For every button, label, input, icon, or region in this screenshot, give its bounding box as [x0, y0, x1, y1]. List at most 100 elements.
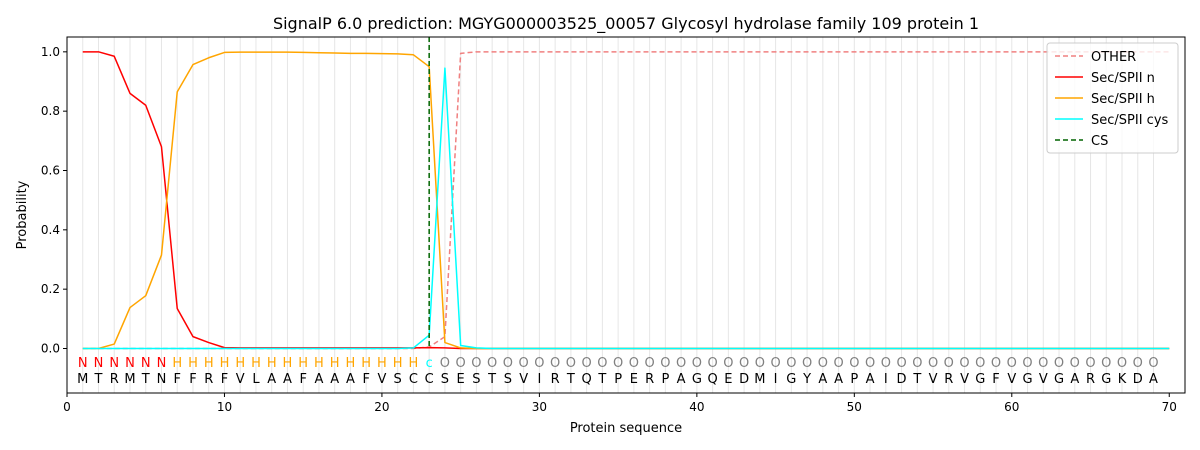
region-label: H: [283, 356, 293, 371]
series-lines: [82, 37, 1170, 350]
region-label: N: [78, 356, 88, 371]
residue-letter: R: [944, 372, 953, 387]
residue-letter: G: [786, 372, 796, 387]
residue-letter: T: [487, 372, 496, 387]
region-label: O: [1038, 356, 1048, 371]
residue-letter: G: [1022, 372, 1032, 387]
residue-letter: G: [692, 372, 702, 387]
residue-letter: C: [409, 372, 418, 387]
region-label: O: [723, 356, 733, 371]
region-label: O: [849, 356, 859, 371]
region-label: O: [692, 356, 702, 371]
region-label: H: [267, 356, 277, 371]
residue-letter: F: [173, 372, 180, 387]
x-tick-label: 10: [217, 400, 232, 414]
region-label: H: [188, 356, 198, 371]
region-label: H: [409, 356, 419, 371]
residue-letter: N: [157, 372, 167, 387]
residue-letter: R: [645, 372, 654, 387]
region-label: O: [944, 356, 954, 371]
x-tick-label: 60: [1004, 400, 1019, 414]
residue-letter: A: [283, 372, 292, 387]
residue-letter: E: [630, 372, 638, 387]
residue-letter: R: [551, 372, 560, 387]
residue-letter: V: [1039, 372, 1048, 387]
region-label: O: [566, 356, 576, 371]
region-label: O: [959, 356, 969, 371]
residue-letter: A: [1149, 372, 1158, 387]
residue-letter: A: [866, 372, 875, 387]
y-tick-label: 0.4: [41, 223, 60, 237]
region-label: O: [597, 356, 607, 371]
region-label: O: [613, 356, 623, 371]
residue-letter: S: [394, 372, 402, 387]
residue-letter: L: [252, 372, 260, 387]
residue-letter: F: [221, 372, 228, 387]
region-label: O: [818, 356, 828, 371]
region-label: O: [1101, 356, 1111, 371]
x-tick-label: 20: [374, 400, 389, 414]
series-line-sec-spii-n: [82, 51, 1170, 350]
residue-letter: S: [441, 372, 449, 387]
legend-item-sec-spii-cys: Sec/SPII cys: [1055, 113, 1169, 128]
residue-letter: F: [362, 372, 369, 387]
residue-letter: Q: [582, 372, 592, 387]
residue-letter: A: [267, 372, 276, 387]
region-label: O: [519, 356, 529, 371]
x-tick-label: 50: [847, 400, 862, 414]
legend-label-sec-spii-cys: Sec/SPII cys: [1091, 113, 1169, 128]
series-line-sec-spii-h: [82, 51, 1170, 350]
y-tick-label: 0.6: [41, 164, 60, 178]
region-label: O: [582, 356, 592, 371]
chart-title: SignalP 6.0 prediction: MGYG000003525_00…: [273, 14, 979, 34]
residue-letter: P: [661, 372, 669, 387]
region-label: O: [833, 356, 843, 371]
y-tick-label: 1.0: [41, 45, 60, 59]
residue-letter: A: [677, 372, 686, 387]
residue-letter: P: [614, 372, 622, 387]
region-label: O: [975, 356, 985, 371]
residue-letter: M: [754, 372, 765, 387]
region-label: H: [330, 356, 340, 371]
residue-letter: V: [1007, 372, 1016, 387]
region-label: H: [251, 356, 261, 371]
residue-letter: D: [897, 372, 907, 387]
region-label: O: [534, 356, 544, 371]
region-label: O: [676, 356, 686, 371]
x-tick-label: 30: [532, 400, 547, 414]
axis-ticks: 0 10 20 30 40 50 60 70 0.0 0.2 0.4 0.6 0.8 1.0: [41, 45, 1177, 414]
residue-letter: D: [739, 372, 749, 387]
residue-letter: T: [94, 372, 103, 387]
region-label: O: [660, 356, 670, 371]
residue-letter: A: [314, 372, 323, 387]
region-label: O: [1148, 356, 1158, 371]
legend-label-sec-spii-n: Sec/SPII n: [1091, 71, 1155, 86]
residue-letter: G: [1101, 372, 1111, 387]
region-label: N: [125, 356, 135, 371]
residue-letter: A: [834, 372, 843, 387]
legend-box: [1046, 42, 1179, 154]
region-label: O: [629, 356, 639, 371]
region-label: O: [928, 356, 938, 371]
region-label: H: [377, 356, 387, 371]
region-label: O: [770, 356, 780, 371]
region-label: O: [645, 356, 655, 371]
residue-letter: A: [346, 372, 355, 387]
region-label: N: [141, 356, 151, 371]
region-label: N: [109, 356, 119, 371]
residue-letter: P: [850, 372, 858, 387]
region-label: O: [1054, 356, 1064, 371]
residue-letter: R: [204, 372, 213, 387]
region-label: O: [865, 356, 875, 371]
legend-label-cs: CS: [1091, 134, 1108, 149]
residue-letter: S: [472, 372, 480, 387]
legend-item-sec-spii-h: Sec/SPII h: [1055, 92, 1155, 107]
region-label: O: [755, 356, 765, 371]
region-label: H: [314, 356, 324, 371]
region-label: O: [440, 356, 450, 371]
residue-letter: M: [124, 372, 135, 387]
region-label: H: [220, 356, 230, 371]
series-line-sec-spii-cys: [82, 67, 1170, 350]
region-label: H: [204, 356, 214, 371]
